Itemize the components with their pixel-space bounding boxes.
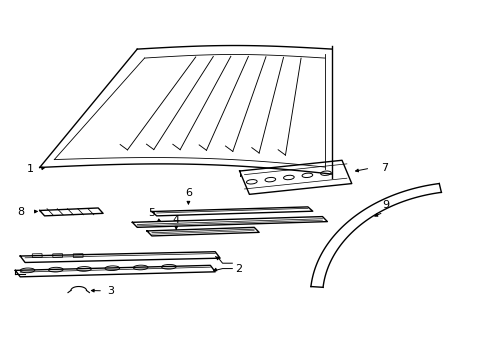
Text: 2: 2 bbox=[234, 264, 242, 274]
Text: 3: 3 bbox=[107, 286, 114, 296]
Text: 8: 8 bbox=[17, 207, 24, 217]
Text: 6: 6 bbox=[184, 188, 191, 198]
Text: 7: 7 bbox=[380, 163, 387, 173]
Bar bbox=[53, 254, 62, 257]
Bar bbox=[32, 254, 42, 257]
Text: 1: 1 bbox=[27, 164, 34, 174]
Text: 5: 5 bbox=[148, 208, 155, 219]
Bar bbox=[73, 254, 83, 257]
Text: 4: 4 bbox=[172, 215, 180, 225]
Text: 9: 9 bbox=[382, 201, 388, 211]
